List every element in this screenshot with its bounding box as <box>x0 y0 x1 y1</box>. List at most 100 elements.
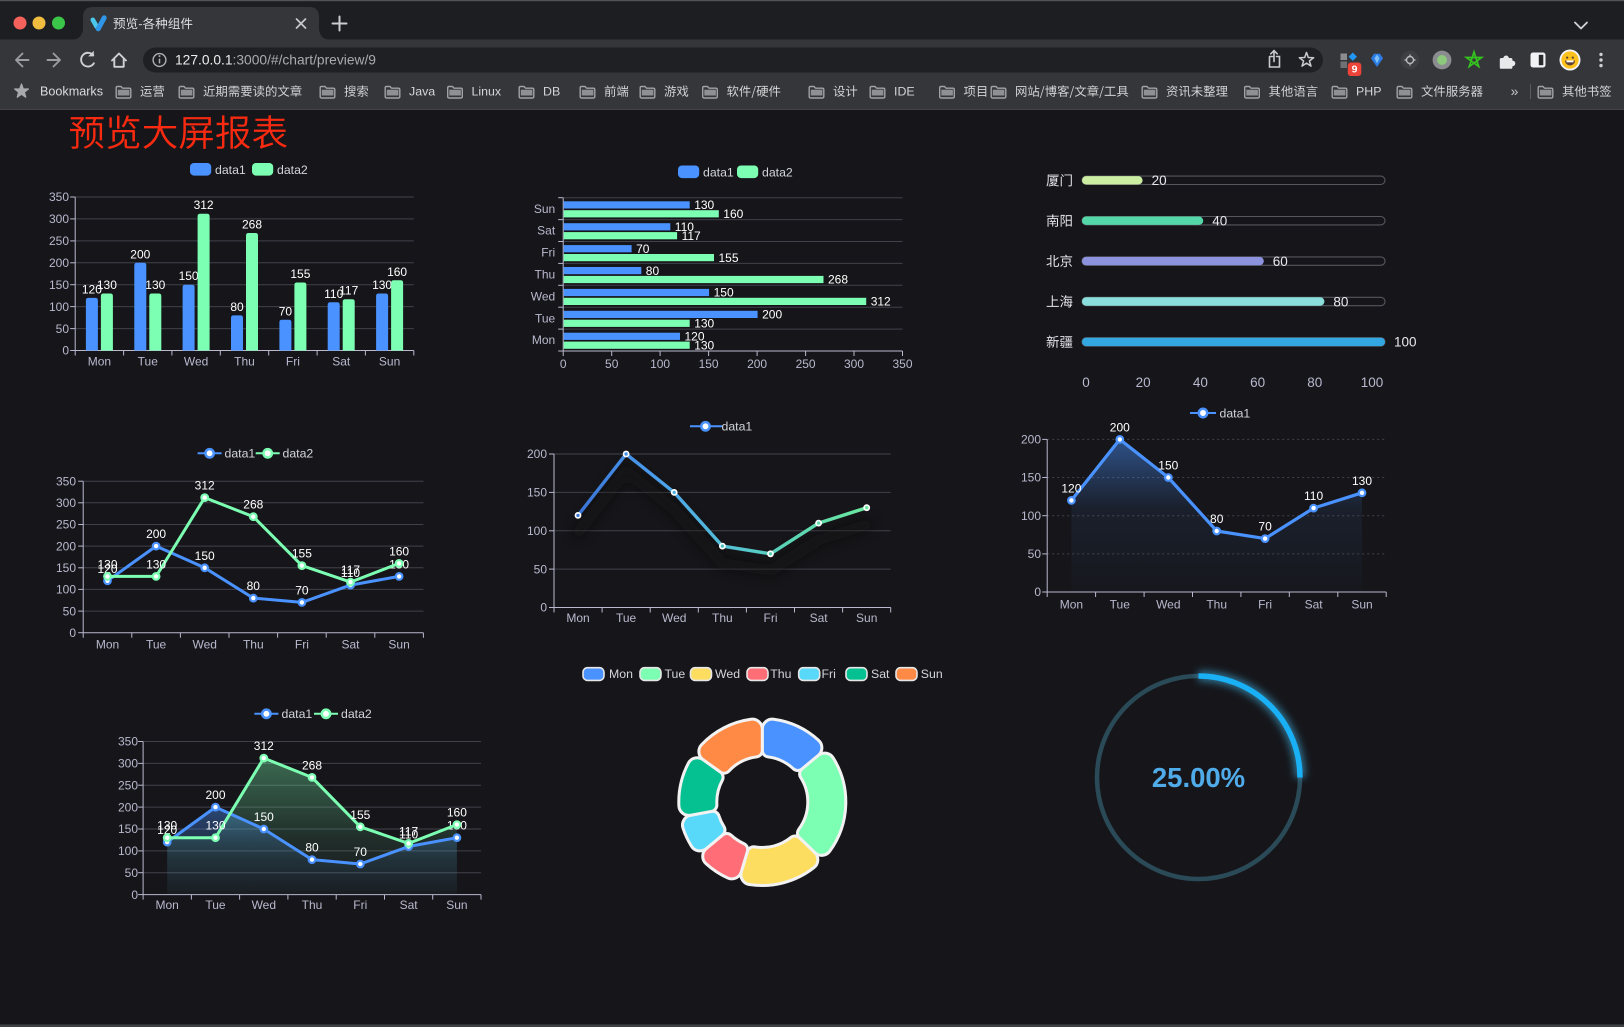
svg-text:Tue: Tue <box>205 898 226 912</box>
svg-text:110: 110 <box>1304 489 1323 503</box>
svg-text:Thu: Thu <box>770 667 791 681</box>
svg-text:Sat: Sat <box>1305 598 1324 612</box>
svg-text:Fri: Fri <box>822 667 836 681</box>
svg-text:Thu: Thu <box>243 638 264 652</box>
svg-text:0: 0 <box>560 357 567 371</box>
svg-text:70: 70 <box>1258 520 1272 534</box>
svg-text:0: 0 <box>62 344 69 358</box>
svg-text:350: 350 <box>892 357 912 371</box>
svg-text:80: 80 <box>305 841 319 855</box>
svg-text:0: 0 <box>1082 375 1090 390</box>
svg-text:80: 80 <box>1210 512 1224 526</box>
svg-text:160: 160 <box>447 806 467 820</box>
svg-text:50: 50 <box>125 866 139 880</box>
svg-text:80: 80 <box>1333 294 1348 309</box>
svg-text:Tue: Tue <box>138 355 159 369</box>
svg-text:Sat: Sat <box>400 898 419 912</box>
svg-text:130: 130 <box>372 278 392 292</box>
svg-text:110: 110 <box>341 566 360 580</box>
svg-text:Fri: Fri <box>541 246 555 260</box>
svg-text:130: 130 <box>157 819 177 833</box>
svg-text:130: 130 <box>146 557 166 571</box>
svg-text:300: 300 <box>118 757 138 771</box>
svg-text:300: 300 <box>56 496 76 510</box>
svg-text:200: 200 <box>747 357 767 371</box>
svg-text:120: 120 <box>157 823 177 837</box>
svg-text:312: 312 <box>194 198 214 212</box>
svg-text:350: 350 <box>49 190 69 204</box>
svg-text:50: 50 <box>1028 547 1042 561</box>
svg-text:Linux: Linux <box>472 85 502 99</box>
svg-text:40: 40 <box>1193 375 1208 390</box>
svg-text:200: 200 <box>56 539 76 553</box>
svg-text:300: 300 <box>49 212 69 226</box>
svg-text:25.00%: 25.00% <box>1152 762 1245 793</box>
svg-text:130: 130 <box>145 278 165 292</box>
svg-text:Fri: Fri <box>1258 598 1272 612</box>
svg-text:Thu: Thu <box>1206 598 1227 612</box>
svg-text:Thu: Thu <box>535 268 556 282</box>
svg-text:130: 130 <box>97 557 117 571</box>
svg-text:9: 9 <box>1352 64 1358 76</box>
svg-text:200: 200 <box>1021 433 1041 447</box>
svg-text:Sun: Sun <box>388 638 409 652</box>
svg-text:Sun: Sun <box>856 611 877 625</box>
svg-text:80: 80 <box>230 300 244 314</box>
svg-text:0: 0 <box>1034 585 1041 599</box>
svg-text:data1: data1 <box>1220 406 1251 420</box>
svg-text:200: 200 <box>762 308 782 322</box>
svg-text:Sun: Sun <box>921 667 943 681</box>
svg-text:130: 130 <box>97 278 117 292</box>
svg-text:110: 110 <box>399 828 418 842</box>
svg-text:0: 0 <box>69 626 76 640</box>
svg-text:data2: data2 <box>283 447 314 461</box>
svg-text:150: 150 <box>527 486 547 500</box>
svg-text:155: 155 <box>719 251 739 265</box>
svg-text:150: 150 <box>254 810 274 824</box>
svg-text:250: 250 <box>118 778 138 792</box>
svg-text:100: 100 <box>1394 335 1417 350</box>
svg-text:Sat: Sat <box>537 224 556 238</box>
svg-text:200: 200 <box>49 256 69 270</box>
svg-text:312: 312 <box>871 295 891 309</box>
svg-text:100: 100 <box>1361 375 1384 390</box>
svg-text:»: » <box>1511 83 1519 99</box>
svg-text:50: 50 <box>534 562 548 576</box>
svg-text:50: 50 <box>63 604 77 618</box>
svg-text:300: 300 <box>844 357 864 371</box>
svg-text:data2: data2 <box>762 166 793 180</box>
svg-text:Java: Java <box>409 85 435 99</box>
svg-text:200: 200 <box>527 447 547 461</box>
svg-text:100: 100 <box>49 300 69 314</box>
svg-text:Sun: Sun <box>379 355 400 369</box>
svg-text:data2: data2 <box>341 707 372 721</box>
svg-text:200: 200 <box>205 788 225 802</box>
svg-text:312: 312 <box>254 739 274 753</box>
svg-text:0: 0 <box>540 601 547 615</box>
svg-text:Fri: Fri <box>353 898 367 912</box>
svg-text:0: 0 <box>131 888 138 902</box>
svg-text:150: 150 <box>699 357 719 371</box>
svg-text:312: 312 <box>195 479 215 493</box>
svg-text:60: 60 <box>1250 375 1265 390</box>
svg-text:IDE: IDE <box>894 85 915 99</box>
svg-text:Mon: Mon <box>156 898 179 912</box>
svg-text:155: 155 <box>292 547 312 561</box>
svg-text:Fri: Fri <box>295 638 309 652</box>
svg-text:200: 200 <box>118 800 138 814</box>
svg-text:80: 80 <box>1307 375 1322 390</box>
svg-text:160: 160 <box>389 544 409 558</box>
svg-text:110: 110 <box>324 287 343 301</box>
svg-text:250: 250 <box>56 518 76 532</box>
svg-text:117: 117 <box>341 563 360 577</box>
svg-text:data1: data1 <box>703 166 734 180</box>
svg-text:130: 130 <box>1352 474 1372 488</box>
svg-text:100: 100 <box>56 583 76 597</box>
svg-text:130: 130 <box>694 338 714 352</box>
svg-text:Mon: Mon <box>88 355 111 369</box>
svg-text:100: 100 <box>118 844 138 858</box>
svg-text:Sat: Sat <box>332 355 351 369</box>
svg-text:Bookmarks: Bookmarks <box>40 85 103 99</box>
svg-text:data2: data2 <box>277 163 308 177</box>
svg-text:data1: data1 <box>722 420 753 434</box>
